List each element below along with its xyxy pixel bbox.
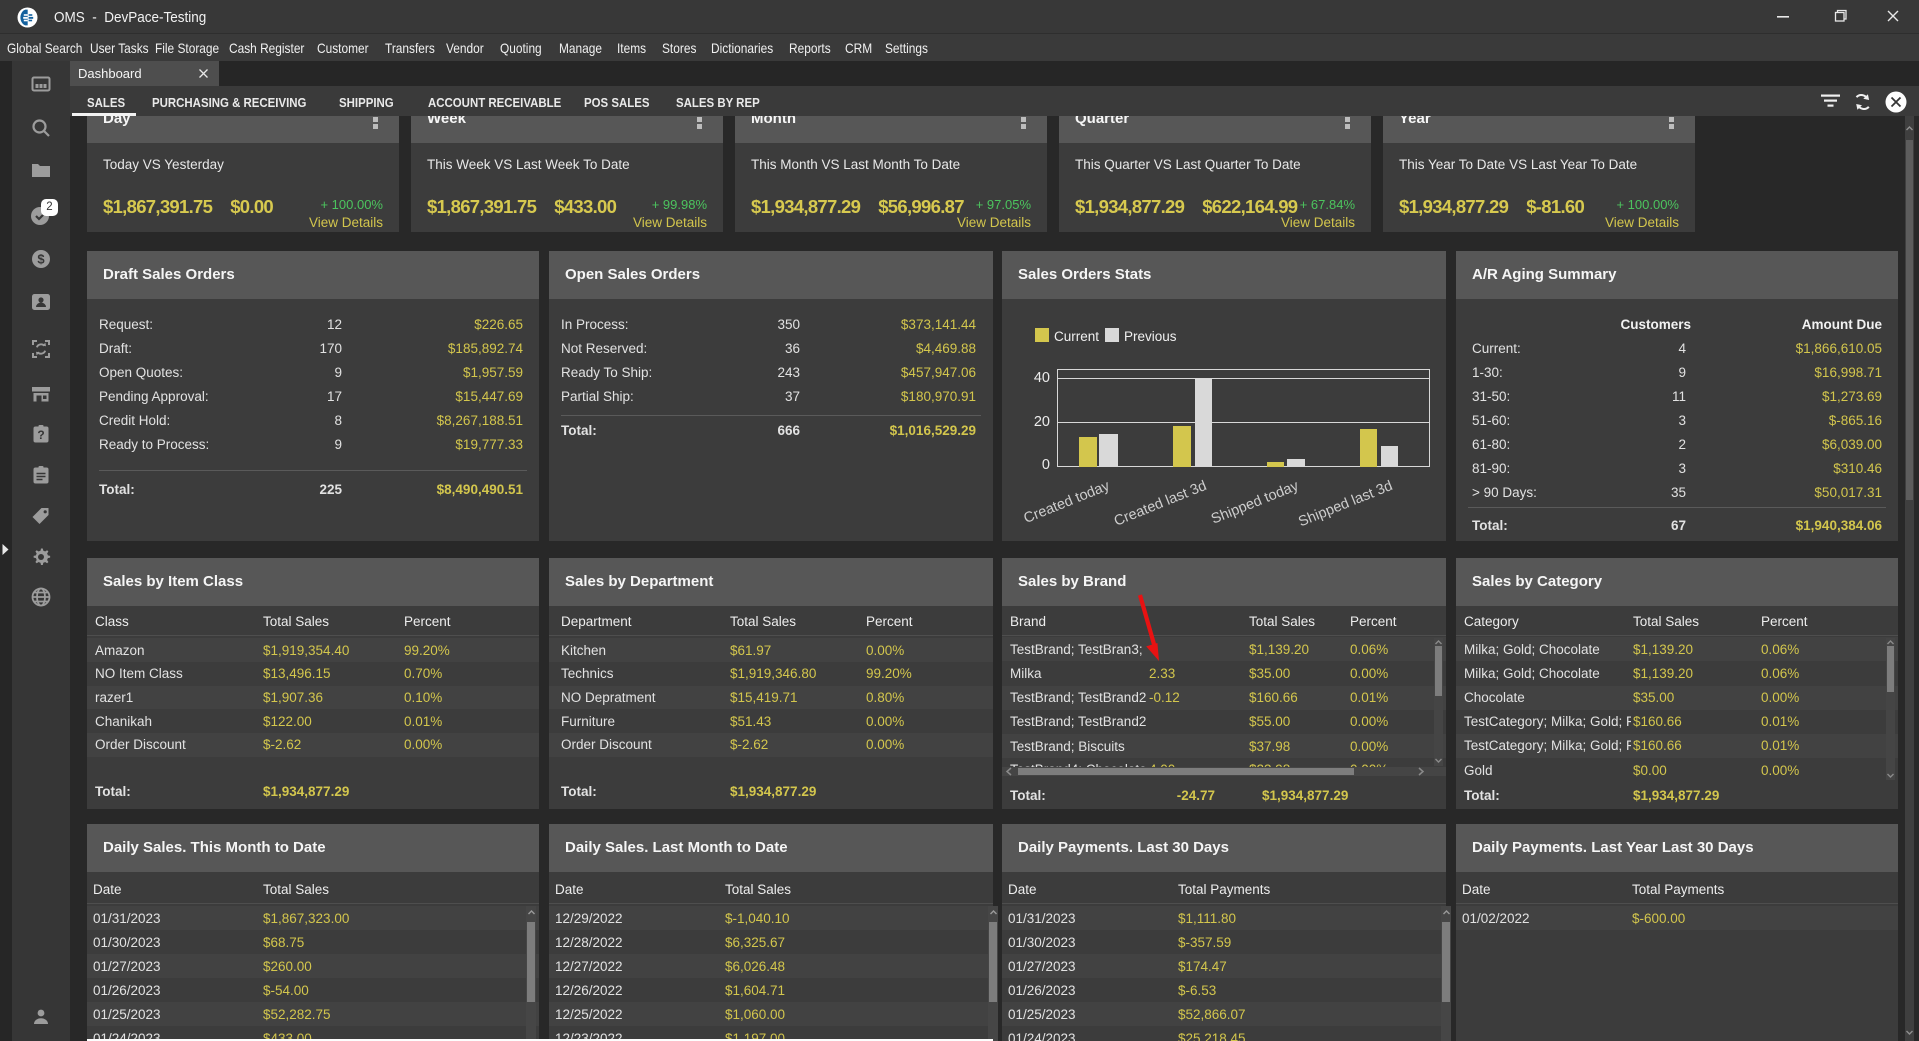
- svg-text:?: ?: [37, 428, 44, 442]
- svg-text:$: $: [37, 252, 45, 267]
